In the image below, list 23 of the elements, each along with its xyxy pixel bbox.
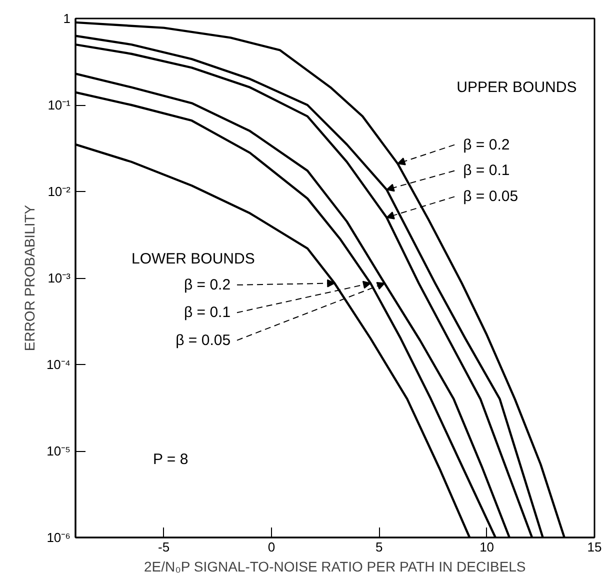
y-tick-label: 10⁻³ — [48, 270, 72, 286]
x-tick-label: 5 — [376, 540, 383, 554]
y-tick-label: 10⁻⁴ — [46, 357, 70, 372]
annotation: P = 8 — [153, 451, 188, 468]
annotation: β = 0.05 — [463, 188, 518, 206]
y-tick-label: 10⁻¹ — [48, 98, 72, 112]
annotation: β = 0.05 — [176, 332, 231, 349]
annotation: β = 0.2 — [184, 276, 231, 294]
annotation: UPPER BOUNDS — [456, 79, 577, 96]
y-tick-label: 1 — [63, 11, 71, 26]
y-tick-label: 10⁻² — [48, 184, 72, 199]
y-axis-title: ERROR PROBABILITY — [21, 204, 38, 352]
annotation: LOWER BOUNDS — [131, 250, 255, 268]
annotation: β = 0.1 — [463, 162, 510, 180]
annotation: β = 0.1 — [184, 304, 231, 322]
x-axis-title: 2E/N₀P SIGNAL-TO-NOISE RATIO PER PATH IN DECIBELS — [144, 558, 526, 574]
x-tick-label: 10 — [480, 540, 494, 554]
y-tick-label: 10⁻⁶ — [46, 530, 70, 545]
x-tick-label: 15 — [587, 540, 602, 554]
annotation: β = 0.2 — [463, 136, 510, 154]
x-tick-label: 0 — [268, 540, 276, 554]
y-tick-label: 10⁻⁵ — [46, 444, 71, 458]
x-tick-label: -5 — [158, 540, 170, 554]
